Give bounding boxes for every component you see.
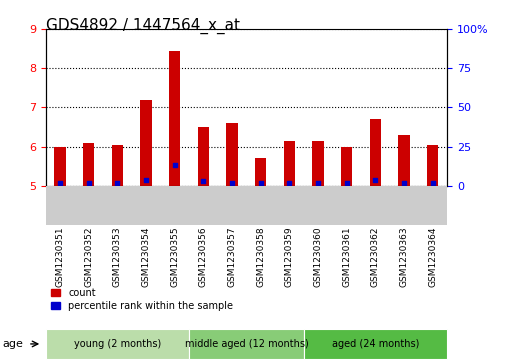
Point: [285, 180, 294, 185]
Point: [113, 180, 121, 185]
Bar: [83, 143, 94, 186]
Point: [342, 180, 351, 185]
Bar: [169, 50, 180, 186]
Bar: [198, 127, 209, 186]
Point: [257, 180, 265, 185]
Point: [199, 178, 207, 184]
Point: [228, 180, 236, 185]
Bar: [54, 147, 66, 186]
Text: aged (24 months): aged (24 months): [332, 339, 419, 349]
Bar: [341, 147, 353, 186]
Bar: [140, 99, 152, 186]
Legend: count, percentile rank within the sample: count, percentile rank within the sample: [51, 288, 233, 311]
Bar: [112, 145, 123, 186]
Bar: [312, 141, 324, 186]
Point: [85, 180, 93, 185]
Bar: [427, 145, 438, 186]
Text: young (2 months): young (2 months): [74, 339, 161, 349]
Point: [400, 180, 408, 185]
Bar: [283, 141, 295, 186]
Bar: [398, 135, 410, 186]
Point: [314, 180, 322, 185]
Point: [429, 180, 437, 185]
Bar: [370, 119, 381, 186]
Point: [56, 180, 64, 185]
Bar: [227, 123, 238, 186]
Text: middle aged (12 months): middle aged (12 months): [184, 339, 308, 349]
Bar: [255, 158, 267, 186]
Point: [142, 177, 150, 183]
Point: [371, 177, 379, 183]
Text: GDS4892 / 1447564_x_at: GDS4892 / 1447564_x_at: [46, 18, 240, 34]
Point: [171, 163, 179, 168]
Text: age: age: [3, 339, 23, 349]
